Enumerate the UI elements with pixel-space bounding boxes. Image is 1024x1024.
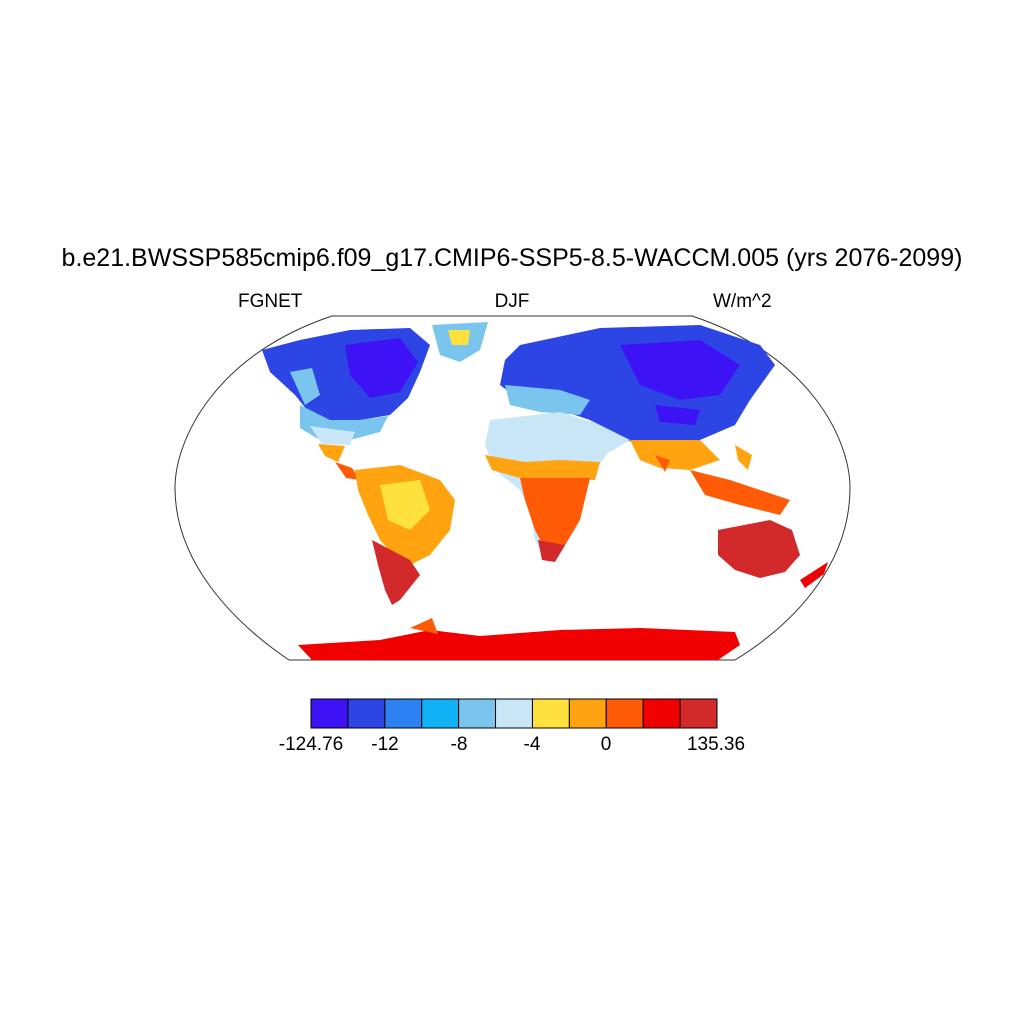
colorbar-swatch <box>310 698 349 729</box>
antarctica-region <box>298 618 740 660</box>
colorbar-swatch <box>384 698 423 729</box>
greenland-region <box>432 322 488 362</box>
colorbar-swatch <box>642 698 681 729</box>
colorbar-label: -124.76 <box>278 734 344 755</box>
colorbar-swatch <box>495 698 533 729</box>
colorbar-swatch <box>531 698 570 729</box>
colorbar-label: -12 <box>371 734 399 755</box>
season-label: DJF <box>494 291 530 312</box>
maritime-continent-region <box>690 445 790 515</box>
colorbar <box>310 698 718 729</box>
colorbar-label: 0 <box>600 734 612 755</box>
colorbar-swatch <box>605 698 644 729</box>
plot-title: b.e21.BWSSP585cmip6.f09_g17.CMIP6-SSP5-8… <box>61 244 963 272</box>
eurasia-region <box>500 325 775 472</box>
colorbar-swatch <box>421 698 460 729</box>
colorbar-swatch <box>568 698 607 729</box>
colorbar-swatch <box>458 698 497 729</box>
australia-region <box>718 520 828 588</box>
north-america-region <box>262 328 430 480</box>
colorbar-label: -4 <box>523 734 541 755</box>
units-label: W/m^2 <box>713 291 772 312</box>
colorbar-swatch <box>347 698 386 729</box>
variable-label: FGNET <box>238 291 303 312</box>
south-america-region <box>355 465 455 605</box>
colorbar-label: 135.36 <box>686 734 746 755</box>
africa-region <box>485 412 610 562</box>
colorbar-label: -8 <box>450 734 468 755</box>
colorbar-swatch <box>679 698 718 729</box>
